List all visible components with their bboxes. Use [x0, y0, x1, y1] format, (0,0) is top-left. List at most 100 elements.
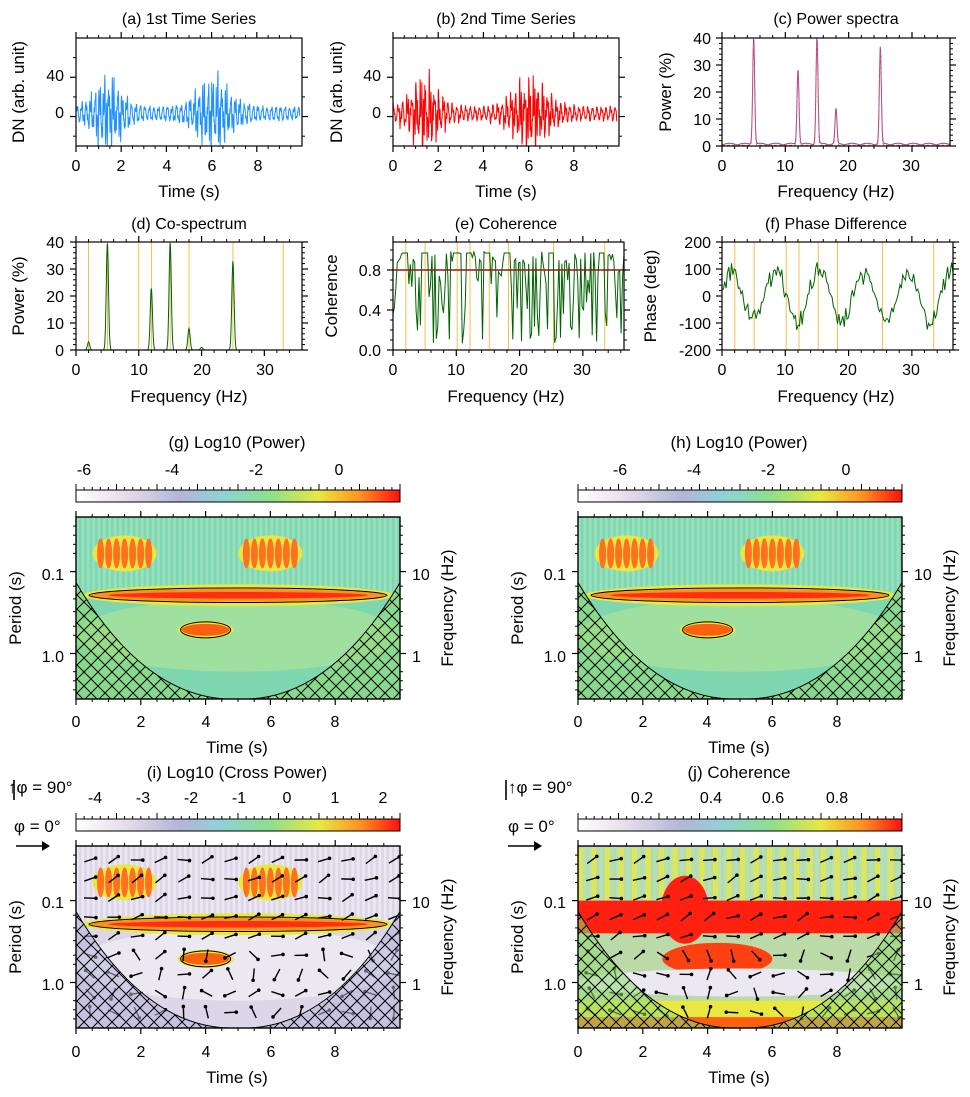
phase-arrow: [294, 913, 307, 921]
panel-i-legend-90: ↑φ = 90°: [8, 778, 73, 797]
phase-arrow: [609, 951, 621, 959]
panel-h-cbar-tick: 0: [842, 462, 851, 479]
phase-arrow: [294, 989, 307, 997]
panel-j-legend-90: ↑φ = 90°: [508, 778, 573, 797]
phase-arrow: [773, 877, 786, 881]
phase-arrow: [224, 915, 237, 919]
panel-h-ylabel: Period (s): [508, 571, 527, 645]
panel-d-xtick: 0: [72, 362, 81, 379]
phase-arrow: [773, 897, 786, 900]
phase-arrow: [726, 935, 739, 938]
panel-d-ytick: 10: [46, 316, 64, 333]
phase-arrow: [365, 931, 376, 941]
phase-arrow: [248, 855, 260, 865]
panel-j-ytick: 1.0: [544, 977, 566, 994]
phase-arrow: [317, 857, 330, 863]
phase-arrow: [632, 877, 645, 882]
phase-arrow: [819, 935, 832, 938]
panel-g-title: (g) Log10 (Power): [168, 433, 305, 452]
panel-a-ytick: 0: [55, 105, 64, 122]
phase-arrow: [322, 949, 326, 962]
phase-arrow: [679, 895, 692, 901]
panel-f: (f) Phase Difference 0 10 20 30 -200 -10…: [641, 216, 959, 406]
phase-arrow: [341, 913, 353, 921]
phase-arrow: [681, 949, 690, 961]
panel-d-xtick: 20: [193, 362, 211, 379]
phase-arrow: [867, 913, 879, 921]
phase-arrow: [224, 1011, 237, 1014]
panel-j-xtick: 6: [768, 1044, 777, 1061]
panel-h-ytick: 1.0: [544, 649, 566, 666]
panel-g-xtick: 8: [331, 714, 340, 731]
panel-j: [572, 813, 908, 1034]
phase-arrow: [182, 949, 185, 962]
phase-arrow: [201, 856, 213, 864]
panel-a-xtick: 6: [208, 158, 217, 175]
panel-h: [572, 484, 908, 705]
phase-arrow: [633, 855, 645, 865]
panel-i-cbar-tick: 1: [331, 790, 340, 807]
phase-arrow: [820, 856, 832, 864]
phase-arrow: [297, 968, 304, 981]
phase-arrow: [108, 855, 119, 865]
panel-d-ytick: 0: [55, 343, 64, 360]
phase-arrow: [796, 877, 809, 881]
phase-arrow: [224, 895, 237, 901]
panel-d-xlabel: Frequency (Hz): [130, 387, 247, 406]
panel-h-xtick: 2: [639, 714, 648, 731]
panel-b-xtick: 8: [570, 158, 579, 175]
panel-f-ytick: 100: [684, 262, 711, 279]
phase-arrow: [201, 914, 213, 920]
panel-i-xtick: 8: [331, 1044, 340, 1061]
panel-e-title: (e) Coherence: [455, 216, 557, 233]
panel-a-xtick: 0: [72, 158, 81, 175]
phase-arrow: [750, 875, 762, 883]
phase-arrow: [341, 894, 353, 903]
panel-c-title: (c) Power spectra: [773, 11, 898, 28]
phase-arrow: [820, 876, 832, 882]
panel-c-xtick: 30: [902, 158, 920, 175]
phase-arrow: [726, 895, 739, 902]
phase-arrow: [586, 876, 598, 882]
phase-arrow: [271, 953, 284, 957]
phase-arrow: [773, 933, 785, 940]
panel-f-xtick: 0: [718, 362, 727, 379]
panel-f-xtick: 20: [839, 362, 857, 379]
phase-arrow: [155, 931, 166, 941]
phase-arrow: [342, 969, 352, 980]
panel-b-xtick: 4: [479, 158, 488, 175]
panel-i-ytick-right: 1: [412, 977, 421, 994]
phase-arrow: [610, 931, 621, 941]
phase-arrow: [294, 932, 307, 940]
phase-arrow: [774, 1007, 784, 1018]
phase-arrow: [272, 1007, 282, 1018]
phase-arrow: [271, 875, 283, 883]
phase-arrow: [656, 972, 669, 977]
panel-c-ylabel: Power (%): [656, 52, 675, 131]
phase-arrow: [181, 987, 186, 1000]
phase-arrow: [247, 876, 260, 882]
phase-arrow: [773, 858, 786, 862]
phase-arrow: [726, 858, 739, 862]
phase-arrow: [867, 894, 879, 902]
panel-d-ytick: 30: [46, 262, 64, 279]
phase-arrow: [201, 969, 212, 979]
panel-i-ylabel: Period (s): [6, 900, 25, 974]
phase-arrow: [248, 989, 260, 998]
panel-a-title: (a) 1st Time Series: [122, 11, 256, 28]
phase-arrow: [341, 858, 354, 862]
phase-arrow: [843, 877, 856, 881]
panel-j-xtick: 4: [703, 1044, 712, 1061]
colorbar: [577, 818, 903, 832]
phase-arrow: [706, 987, 712, 1000]
phase-arrow: [247, 894, 260, 902]
panel-f-xtick: 10: [776, 362, 794, 379]
phase-arrow: [656, 933, 669, 939]
phase-arrow: [679, 858, 692, 862]
panel-j-xtick: 0: [574, 1044, 583, 1061]
panel-g-labels: (g) Log10 (Power) -6 -4 -2 0 0 2 4 6 8 T…: [6, 433, 457, 757]
power-spectra-line-2: [722, 41, 950, 146]
phase-arrow: [387, 897, 400, 900]
phase-arrow: [797, 970, 808, 979]
panel-f-xlabel: Frequency (Hz): [777, 387, 894, 406]
